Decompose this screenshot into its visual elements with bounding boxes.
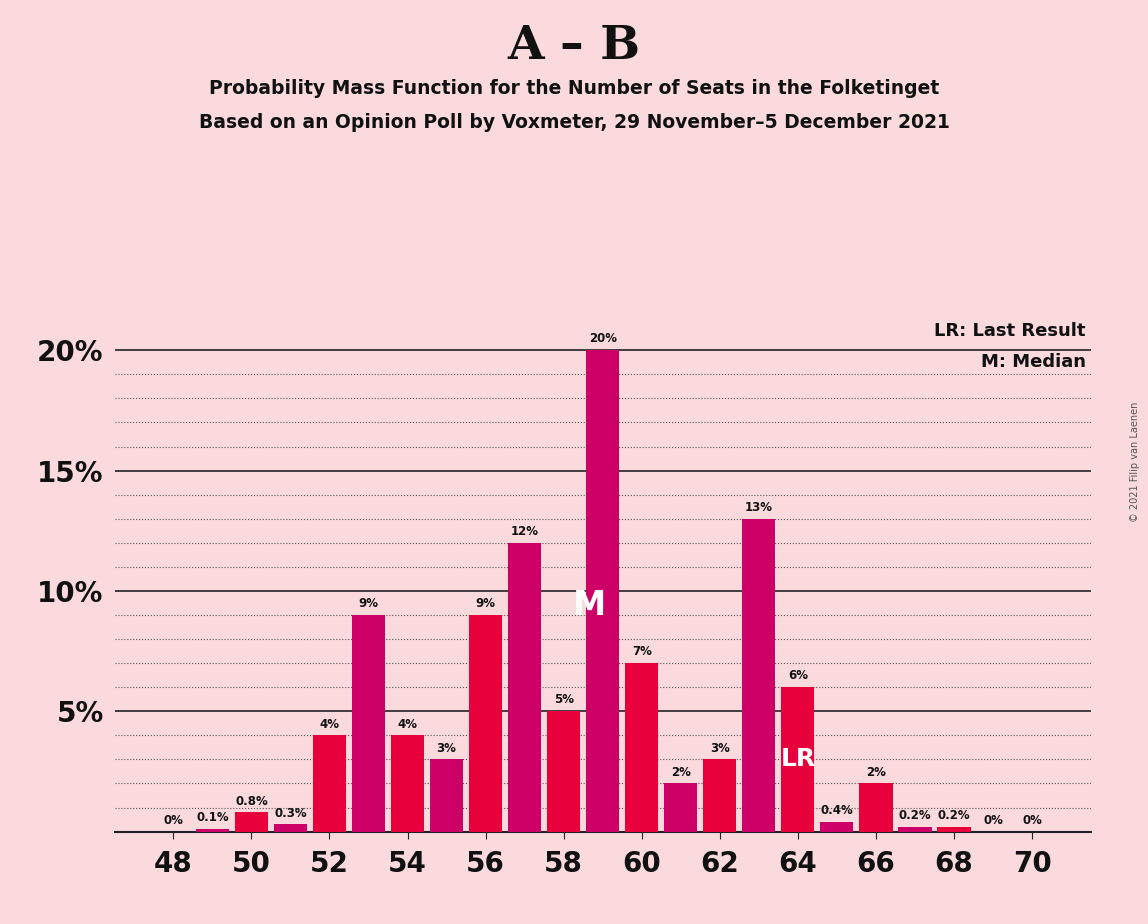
- Text: 4%: 4%: [397, 718, 418, 731]
- Text: M: Median: M: Median: [980, 353, 1086, 371]
- Bar: [704, 760, 736, 832]
- Bar: [196, 829, 228, 832]
- Text: 2%: 2%: [866, 766, 886, 779]
- Text: 5%: 5%: [553, 693, 574, 707]
- Bar: [782, 687, 814, 832]
- Text: Based on an Opinion Poll by Voxmeter, 29 November–5 December 2021: Based on an Opinion Poll by Voxmeter, 29…: [199, 113, 949, 132]
- Bar: [509, 542, 541, 832]
- Text: 3%: 3%: [709, 742, 730, 755]
- Text: 0.3%: 0.3%: [274, 807, 307, 820]
- Text: 3%: 3%: [436, 742, 457, 755]
- Text: 0%: 0%: [163, 814, 184, 827]
- Bar: [430, 760, 463, 832]
- Text: 0.1%: 0.1%: [196, 811, 228, 824]
- Bar: [352, 615, 385, 832]
- Bar: [665, 784, 697, 832]
- Bar: [391, 736, 424, 832]
- Text: 0.8%: 0.8%: [235, 795, 267, 808]
- Text: LR: LR: [781, 748, 815, 772]
- Text: LR: Last Result: LR: Last Result: [934, 322, 1086, 340]
- Bar: [470, 615, 502, 832]
- Text: Probability Mass Function for the Number of Seats in the Folketinget: Probability Mass Function for the Number…: [209, 79, 939, 98]
- Text: © 2021 Filip van Laenen: © 2021 Filip van Laenen: [1130, 402, 1140, 522]
- Bar: [743, 518, 775, 832]
- Text: 0%: 0%: [983, 814, 1003, 827]
- Text: 4%: 4%: [319, 718, 340, 731]
- Bar: [899, 827, 931, 832]
- Text: 0%: 0%: [1022, 814, 1042, 827]
- Text: 0.2%: 0.2%: [938, 809, 970, 822]
- Text: A – B: A – B: [507, 23, 641, 69]
- Text: 9%: 9%: [358, 597, 379, 610]
- Bar: [235, 812, 267, 832]
- Text: 9%: 9%: [475, 597, 496, 610]
- Text: 12%: 12%: [511, 525, 538, 538]
- Bar: [860, 784, 892, 832]
- Bar: [313, 736, 346, 832]
- Text: 0.2%: 0.2%: [899, 809, 931, 822]
- Text: 13%: 13%: [745, 501, 773, 514]
- Text: 2%: 2%: [670, 766, 691, 779]
- Bar: [274, 824, 307, 832]
- Text: 0.4%: 0.4%: [821, 804, 853, 817]
- Bar: [938, 827, 970, 832]
- Bar: [821, 822, 853, 832]
- Bar: [626, 663, 658, 832]
- Text: M: M: [573, 589, 606, 622]
- Text: 20%: 20%: [589, 333, 616, 346]
- Bar: [587, 350, 619, 832]
- Text: 7%: 7%: [631, 645, 652, 658]
- Bar: [548, 711, 580, 832]
- Text: 6%: 6%: [788, 669, 808, 683]
